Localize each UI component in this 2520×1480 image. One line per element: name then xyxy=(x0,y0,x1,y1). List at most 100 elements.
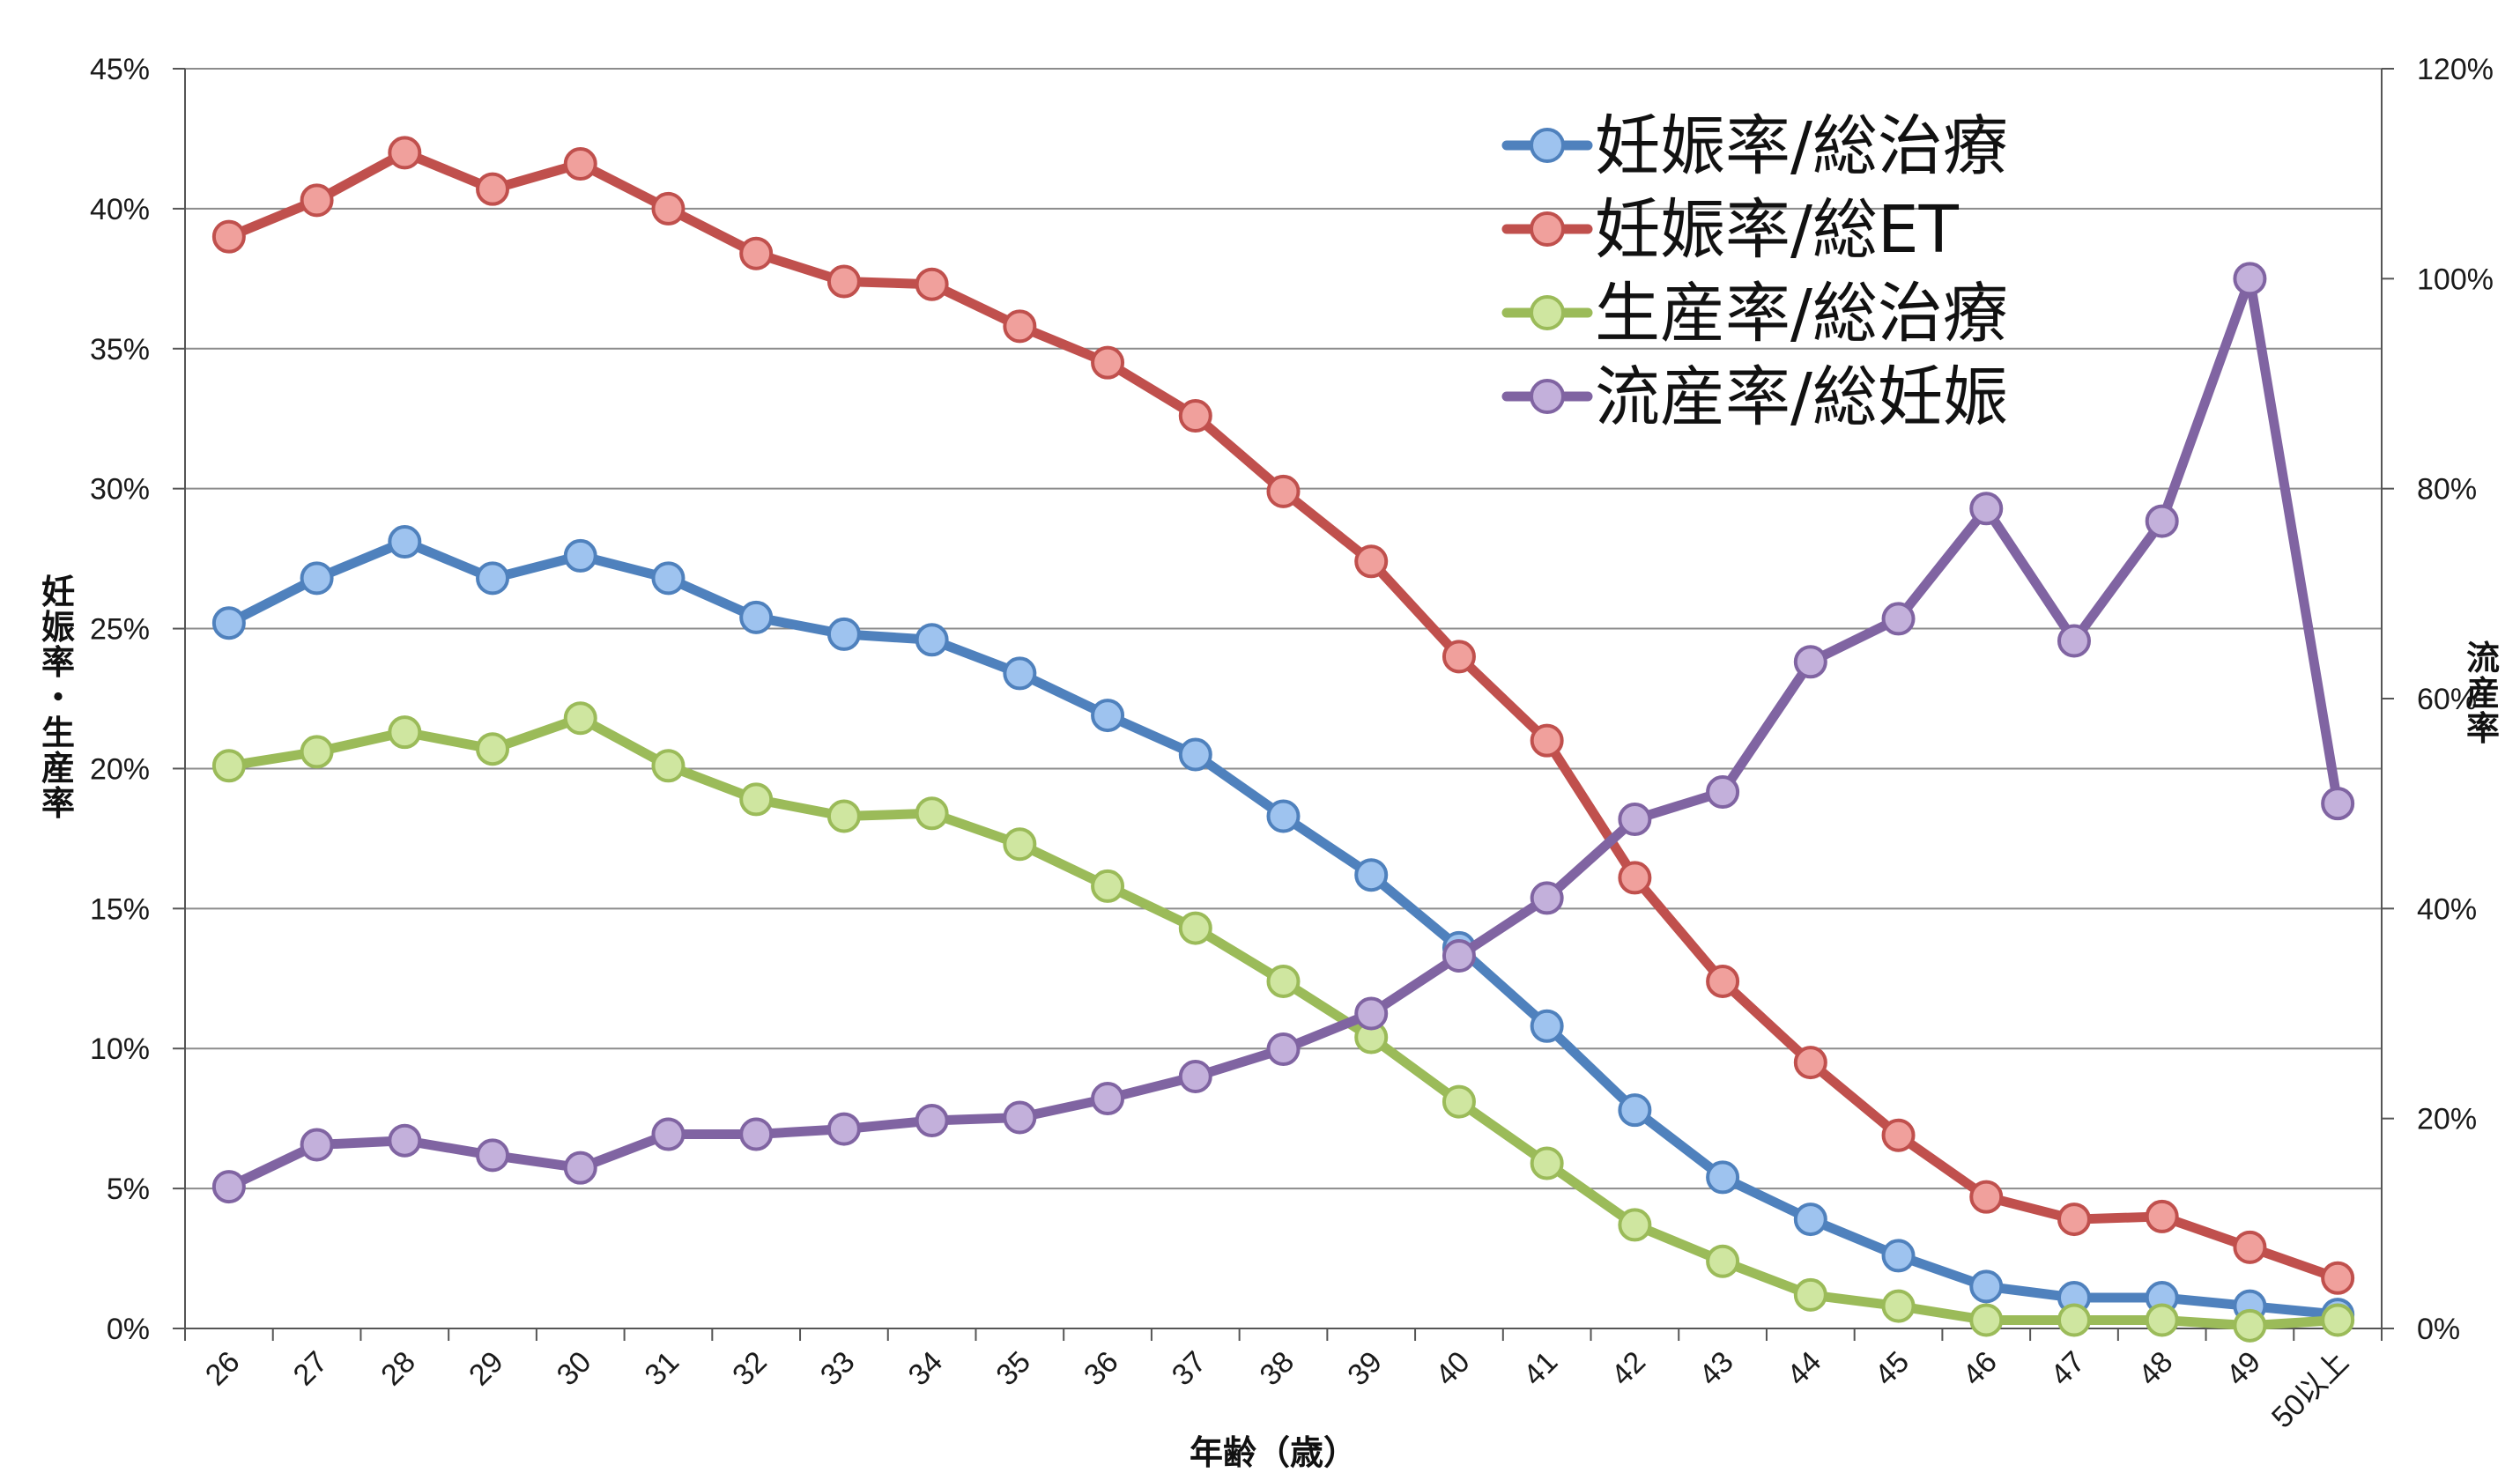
x-tick-label: 43 xyxy=(1693,1345,1740,1393)
data-point xyxy=(1530,881,1564,915)
x-tick-label: 27 xyxy=(287,1345,335,1393)
series-line xyxy=(224,147,2343,1284)
legend-item: 妊娠率/総ET xyxy=(1501,192,1960,268)
data-point xyxy=(476,172,510,206)
data-point xyxy=(1091,345,1125,380)
data-point xyxy=(388,525,422,559)
data-point xyxy=(476,1138,510,1173)
legend-item: 生産率/総治療 xyxy=(1501,276,2008,352)
legend-swatch-marker xyxy=(1530,128,1565,163)
data-point xyxy=(1266,1032,1301,1067)
data-point xyxy=(1706,1244,1740,1278)
data-point xyxy=(388,715,422,750)
data-point xyxy=(1091,699,1125,733)
legend-swatch-marker xyxy=(1530,295,1565,330)
data-point xyxy=(300,183,334,218)
data-point xyxy=(211,1170,246,1204)
series-group xyxy=(211,136,2355,1343)
left-y-tick-label: 35% xyxy=(90,333,150,366)
data-point xyxy=(1354,996,1389,1031)
data-point xyxy=(739,782,774,817)
x-tick-label: 48 xyxy=(2132,1345,2180,1393)
left-y-tick-label: 30% xyxy=(90,473,150,507)
x-tick-label: 26 xyxy=(199,1345,247,1393)
x-axis-title: 年齢（歳） xyxy=(1190,1433,1357,1472)
data-point xyxy=(651,1117,686,1151)
data-point xyxy=(1530,1009,1564,1043)
data-point xyxy=(1266,799,1301,833)
data-point xyxy=(826,264,861,299)
x-tick-label: 49 xyxy=(2220,1345,2267,1393)
series-3 xyxy=(211,701,2355,1343)
data-point xyxy=(1003,309,1037,344)
right-y-tick-label: 40% xyxy=(2417,892,2477,926)
data-point xyxy=(1266,474,1301,508)
x-tick-label: 37 xyxy=(1166,1345,1213,1393)
data-point xyxy=(2057,1303,2091,1337)
x-tick-label: 45 xyxy=(1869,1345,1916,1393)
data-point xyxy=(2145,1199,2179,1233)
x-tick-label: 41 xyxy=(1517,1345,1565,1393)
x-tick-label: 33 xyxy=(814,1345,862,1393)
data-point xyxy=(563,147,597,181)
data-point xyxy=(915,267,949,301)
left-y-axis-title: 妊娠率・生産率 xyxy=(41,573,75,823)
data-point xyxy=(2321,1261,2355,1295)
x-tick-label: 39 xyxy=(1341,1345,1389,1393)
data-point xyxy=(1354,858,1389,892)
data-point xyxy=(388,136,422,170)
data-point xyxy=(563,701,597,736)
legend-swatch-marker xyxy=(1530,211,1565,247)
data-point xyxy=(1881,602,1916,636)
data-point xyxy=(2057,624,2091,658)
data-point xyxy=(826,1112,861,1146)
data-point xyxy=(1003,1100,1037,1135)
x-axis-ticks: 26 27 28 29 30 31 32 33 34 35 36 37 38 39 40 41 42 43 44 45… xyxy=(184,1328,2383,1435)
data-point xyxy=(1178,1060,1212,1093)
data-point xyxy=(915,623,949,657)
data-point xyxy=(1003,827,1037,862)
data-point xyxy=(476,561,510,596)
data-point xyxy=(1178,399,1212,433)
right-y-tick-label: 100% xyxy=(2417,263,2494,296)
data-point xyxy=(2057,1202,2091,1237)
data-point xyxy=(1530,1146,1564,1180)
data-point xyxy=(563,1151,597,1185)
left-y-axis-ticks: 0% 5% 10% 15% 20% 25% 30% 35% 40% 45% xyxy=(90,53,185,1346)
data-point xyxy=(1442,640,1476,674)
data-point xyxy=(915,1104,949,1138)
x-tick-label: 28 xyxy=(374,1345,422,1393)
data-point xyxy=(2233,1308,2267,1343)
right-y-tick-label: 20% xyxy=(2417,1103,2477,1136)
left-y-tick-label: 5% xyxy=(107,1173,150,1206)
data-point xyxy=(1793,1277,1827,1312)
data-point xyxy=(826,617,861,651)
left-y-tick-label: 0% xyxy=(107,1313,150,1346)
data-point xyxy=(300,1128,334,1162)
legend-label: 生産率/総治療 xyxy=(1595,276,2008,352)
data-point xyxy=(826,799,861,833)
x-tick-label: 29 xyxy=(463,1345,510,1393)
data-point xyxy=(2233,1230,2267,1264)
data-point xyxy=(1881,1118,1916,1152)
x-tick-label: 40 xyxy=(1429,1345,1477,1393)
data-point xyxy=(2145,504,2179,538)
data-point xyxy=(211,749,246,783)
x-tick-label: 44 xyxy=(1781,1345,1828,1393)
data-point xyxy=(739,1117,774,1151)
legend-item: 妊娠率/総治療 xyxy=(1501,108,2008,184)
data-point xyxy=(1091,1082,1125,1116)
series-2 xyxy=(211,136,2355,1295)
data-point xyxy=(1178,737,1212,772)
right-y-tick-label: 60% xyxy=(2417,683,2477,716)
data-point xyxy=(211,219,246,254)
legend-label: 妊娠率/総ET xyxy=(1595,192,1960,268)
x-tick-label: 50以上 xyxy=(2265,1345,2355,1435)
x-tick-label: 32 xyxy=(726,1345,774,1393)
data-point xyxy=(476,732,510,766)
gridlines xyxy=(185,68,2382,1190)
data-point xyxy=(563,538,597,573)
x-tick-label: 30 xyxy=(551,1345,598,1393)
